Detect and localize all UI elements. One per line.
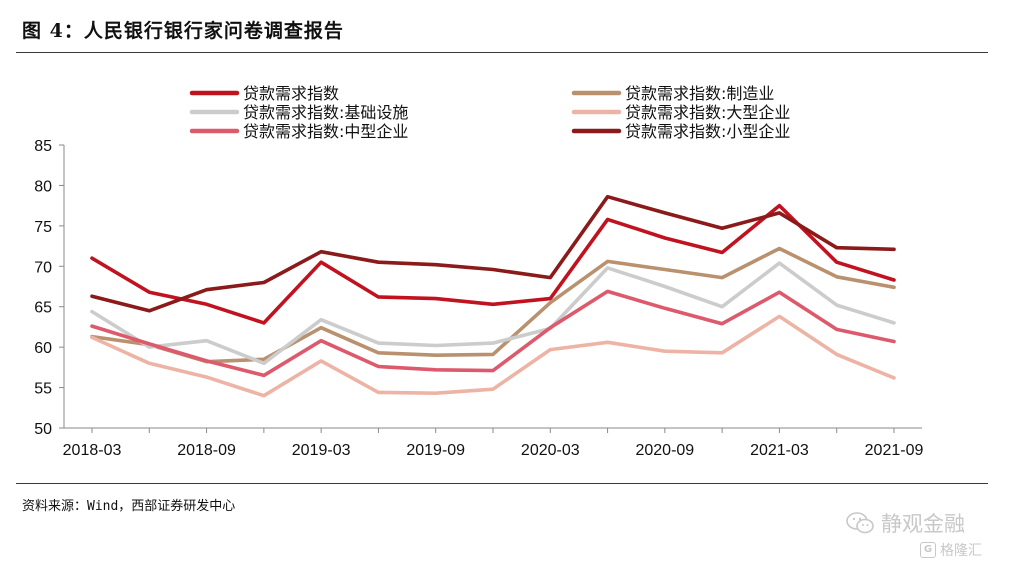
- x-tick-label: 2019-03: [292, 442, 351, 459]
- g-logo-icon: G: [920, 542, 936, 558]
- y-tick-label: 80: [34, 178, 52, 195]
- y-tick-label: 70: [34, 259, 52, 276]
- y-tick-label: 85: [34, 138, 52, 155]
- series-line-3: [90, 314, 896, 398]
- legend-label-1: 贷款需求指数:制造业: [625, 84, 774, 103]
- x-tick-label: 2018-03: [63, 442, 122, 459]
- x-tick-label: 2021-03: [750, 442, 809, 459]
- series-line-2: [90, 261, 896, 366]
- y-tick-label: 60: [34, 340, 52, 357]
- y-tick-label: 55: [34, 381, 52, 398]
- bottom-rule: [16, 483, 988, 484]
- series-line-1: [90, 246, 896, 364]
- watermark-sub: G 格隆汇: [920, 540, 982, 560]
- x-tick-label: 2020-03: [521, 442, 580, 459]
- y-tick-label: 75: [34, 219, 52, 236]
- line-chart: 50 55 60 65 70 75 80 85 2018-03 2018-09 2019-03 201…: [34, 84, 924, 459]
- legend-label-4: 贷款需求指数:中型企业: [243, 122, 408, 141]
- top-rule: [16, 52, 988, 53]
- watermark-sub-text: 格隆汇: [940, 543, 982, 559]
- x-tick-label: 2021-09: [865, 442, 924, 459]
- legend-label-0: 贷款需求指数: [243, 84, 339, 103]
- watermark-main: 静观金融: [845, 508, 965, 538]
- x-tick-label: 2018-09: [177, 442, 236, 459]
- source-note: 资料来源：Wind，西部证券研发中心: [22, 499, 236, 514]
- legend-label-2: 贷款需求指数:基础设施: [243, 103, 408, 122]
- wechat-icon: [846, 512, 874, 534]
- watermark-main-text: 静观金融: [881, 512, 965, 536]
- series-line-5: [90, 194, 896, 313]
- series-line-4: [90, 289, 896, 378]
- x-tick-label: 2020-09: [635, 442, 694, 459]
- x-tick-label: 2019-09: [406, 442, 465, 459]
- legend-label-3: 贷款需求指数:大型企业: [625, 103, 790, 122]
- series-line-0: [90, 203, 896, 325]
- y-tick-label: 65: [34, 300, 52, 317]
- y-tick-label: 50: [34, 421, 52, 438]
- figure-title: 图 4：人民银行银行家问卷调查报告: [22, 20, 344, 42]
- legend-label-5: 贷款需求指数:小型企业: [625, 122, 790, 141]
